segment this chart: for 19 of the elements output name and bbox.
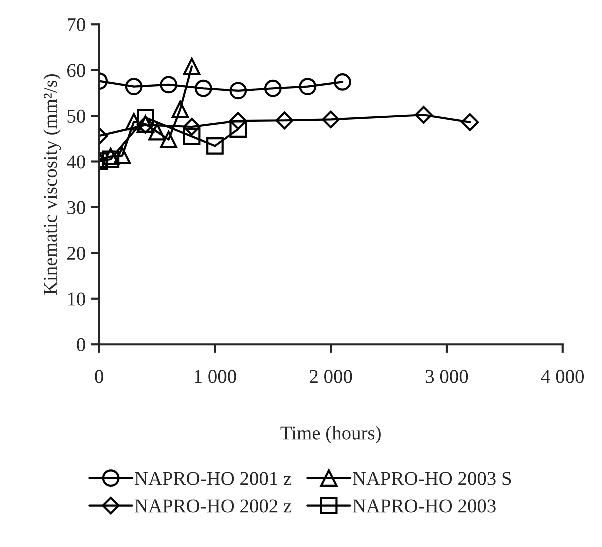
x-tick-label: 0 [95,370,104,384]
legend-label: NAPRO-HO 2001 z [134,472,292,486]
x-tick-label: 1 000 [195,370,236,384]
y-tick-label: 30 [68,201,86,214]
x-tick-label: 4 000 [541,370,584,384]
legend-label: NAPRO-HO 2002 z [134,500,292,513]
y-tick-label: 60 [68,64,86,78]
x-tick-label: 2 000 [310,370,352,384]
y-tick-label: 0 [77,338,86,352]
y-tick-label: 70 [68,18,86,32]
y-tick-label: 50 [68,110,86,123]
legend-label: NAPRO-HO 2003 S [352,472,512,486]
legend-label: NAPRO-HO 2003 [352,500,496,513]
y-tick-label: 20 [68,247,86,260]
y-tick-label: 40 [67,156,86,169]
y-axis-title: Kinematic viscosity (mm²/s) [43,74,62,295]
x-axis-title: Time (hours) [280,426,381,444]
y-tick-label: 10 [68,292,86,306]
x-tick-label: 3 000 [426,370,468,384]
